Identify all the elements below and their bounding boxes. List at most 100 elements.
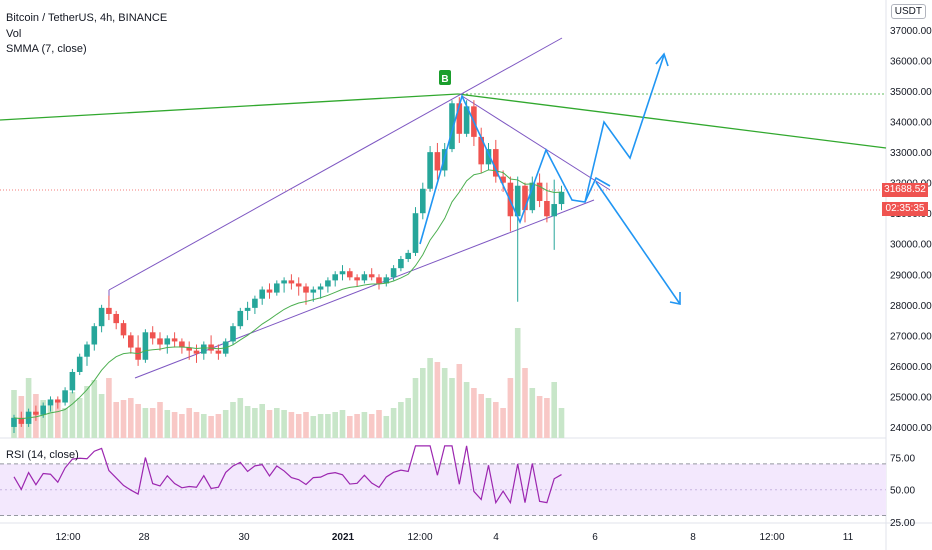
volume-bar: [84, 386, 90, 438]
candle-body: [208, 344, 214, 351]
volume-bar: [376, 410, 382, 438]
volume-bar: [98, 394, 105, 438]
volume-bar: [25, 378, 32, 438]
volume-bar: [441, 368, 448, 438]
candle-body: [266, 289, 273, 293]
volume-bar: [354, 414, 360, 438]
candle-body: [412, 213, 419, 253]
volume-bar: [325, 414, 331, 438]
volume-bar: [339, 410, 346, 438]
candle-body: [106, 307, 112, 314]
candle-body: [120, 323, 127, 336]
candle-body: [339, 271, 346, 275]
volume-bar: [62, 408, 68, 438]
volume-bar: [347, 416, 353, 438]
wedge-upper-line: [461, 95, 611, 191]
candle-body: [237, 310, 244, 327]
buy-signal-badge: [439, 70, 451, 85]
volume-bar: [230, 402, 236, 438]
volume-bar: [281, 410, 287, 438]
currency-unit-badge[interactable]: USDT: [890, 4, 926, 19]
candle-body: [47, 399, 54, 406]
volume-bar: [106, 378, 112, 438]
candle-body: [128, 335, 134, 348]
time-tick-label: 8: [690, 532, 696, 543]
candle-body: [164, 338, 171, 345]
candle-body: [11, 417, 17, 427]
smma-legend[interactable]: SMMA (7, close): [6, 43, 87, 55]
volume-bar: [500, 408, 506, 438]
candle-body: [332, 274, 338, 281]
bar-countdown-label: 02:35:35: [882, 202, 928, 216]
rsi-legend[interactable]: RSI (14, close): [6, 449, 79, 461]
candle-body: [398, 259, 404, 269]
volume-bar: [69, 392, 76, 438]
resistance-trendline-left: [0, 93, 459, 121]
volume-bar: [222, 410, 229, 438]
candle-body: [18, 417, 25, 424]
price-tick-label: 34000.00: [890, 118, 932, 129]
rsi-tick-label: 75.00: [890, 453, 915, 464]
volume-bar: [171, 412, 178, 438]
candle-body: [40, 405, 46, 415]
candle-body: [434, 152, 441, 171]
volume-bar: [40, 400, 46, 438]
candle-body: [551, 204, 557, 217]
candle-body: [149, 332, 156, 339]
candle-body: [171, 338, 178, 342]
candle-body: [186, 347, 192, 351]
price-tick-label: 24000.00: [890, 423, 932, 434]
volume-bar: [201, 414, 207, 438]
volume-bar: [91, 380, 98, 438]
volume-bar: [529, 388, 536, 438]
candle-body: [376, 277, 382, 284]
candle-body: [347, 271, 353, 278]
volume-bar: [310, 416, 317, 438]
candle-body: [522, 185, 528, 211]
rsi-tick-label: 50.00: [890, 486, 915, 497]
volume-bar: [288, 412, 295, 438]
volume-bar: [193, 412, 200, 438]
candle-body: [449, 103, 455, 150]
candle-body: [274, 283, 280, 293]
price-tick-label: 35000.00: [890, 87, 932, 98]
candle-body: [69, 371, 76, 391]
volume-bar: [383, 416, 390, 438]
candle-body: [390, 268, 397, 278]
rsi-line: [13, 445, 562, 505]
candle-body: [536, 182, 543, 201]
smma-line: [13, 169, 562, 420]
volume-bar: [449, 378, 455, 438]
price-tick-label: 36000.00: [890, 57, 932, 68]
candle-body: [55, 399, 61, 403]
bullish-projection: [584, 54, 665, 203]
candle-body: [405, 252, 411, 260]
candle-body: [230, 326, 236, 342]
candle-body: [62, 390, 68, 403]
candle-body: [485, 149, 492, 165]
vol-legend[interactable]: Vol: [6, 28, 22, 40]
volume-bar: [332, 412, 338, 438]
volume-bar: [420, 368, 426, 438]
candle-body: [179, 341, 185, 348]
volume-bar: [427, 358, 433, 438]
volume-bar: [157, 402, 163, 438]
candle-body: [303, 286, 309, 293]
candle-body: [317, 286, 324, 290]
time-tick-label: 28: [138, 532, 150, 543]
volume-bar: [142, 408, 149, 438]
candle-body: [368, 274, 375, 278]
volume-bar: [412, 378, 419, 438]
candle-body: [252, 298, 258, 308]
volume-bar: [252, 408, 258, 438]
channel-upper-line: [108, 37, 563, 291]
volume-bar: [536, 396, 543, 438]
volume-bar: [186, 408, 192, 438]
candle-body: [33, 411, 39, 415]
candle-body: [76, 356, 83, 372]
volume-bar: [485, 398, 492, 438]
time-tick-label: 12:00: [407, 532, 432, 543]
volume-bar: [558, 408, 565, 438]
volume-bar: [544, 398, 550, 438]
